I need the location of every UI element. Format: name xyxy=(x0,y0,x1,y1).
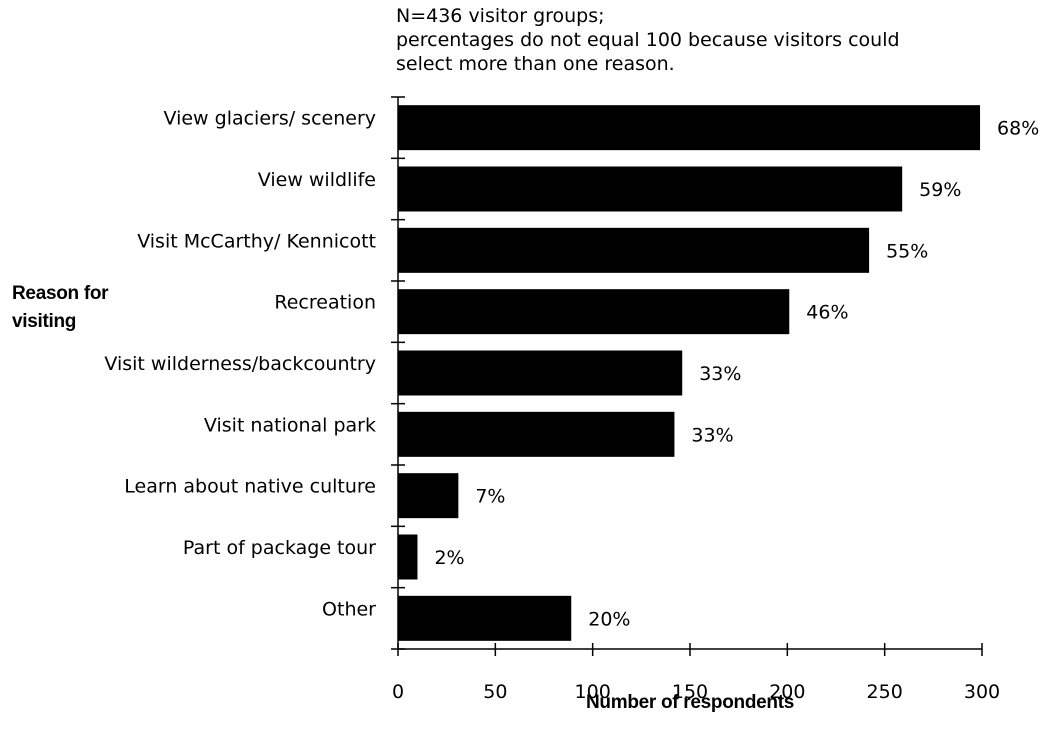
category-label: Learn about native culture xyxy=(124,476,376,498)
x-tick-label: 300 xyxy=(964,681,1000,703)
bar xyxy=(398,534,418,580)
bar xyxy=(398,227,870,273)
data-label: 68% xyxy=(997,118,1039,140)
x-tick-label: 250 xyxy=(867,681,903,703)
data-label: 46% xyxy=(806,302,848,324)
y-axis-title-line-2: visiting xyxy=(12,311,77,332)
bar xyxy=(398,473,459,519)
category-label: Other xyxy=(322,598,376,620)
data-label: 55% xyxy=(886,240,928,262)
data-label: 59% xyxy=(919,179,961,201)
category-label: Part of package tour xyxy=(183,537,376,559)
data-label: 33% xyxy=(691,424,733,446)
category-label: Visit national park xyxy=(204,414,376,436)
bar xyxy=(398,105,981,151)
data-label: 7% xyxy=(475,486,505,508)
data-label: 20% xyxy=(588,608,630,630)
y-axis-title-line-1: Reason for xyxy=(12,283,109,304)
category-label: View glaciers/ scenery xyxy=(164,108,377,130)
note-line-3: select more than one reason. xyxy=(396,53,675,75)
data-label: 33% xyxy=(699,363,741,385)
category-label: Recreation xyxy=(274,292,376,314)
bar xyxy=(398,350,683,396)
category-label: View wildlife xyxy=(258,169,376,191)
x-tick-label: 50 xyxy=(483,681,507,703)
category-label: Visit wilderness/backcountry xyxy=(104,353,376,375)
bar xyxy=(398,595,572,641)
x-tick-label: 200 xyxy=(769,681,805,703)
bar xyxy=(398,289,790,335)
category-label: Visit McCarthy/ Kennicott xyxy=(137,230,376,252)
y-axis-title: Reason for visiting xyxy=(12,280,109,336)
note-line-2: percentages do not equal 100 because vis… xyxy=(396,29,900,51)
bar xyxy=(398,166,903,212)
x-tick-label: 150 xyxy=(672,681,708,703)
x-tick-label: 0 xyxy=(392,681,404,703)
note-line-1: N=436 visitor groups; xyxy=(396,5,605,27)
x-tick-label: 100 xyxy=(575,681,611,703)
x-axis-title: Number of respondents xyxy=(586,692,794,713)
data-label: 2% xyxy=(434,547,464,569)
chart-note: N=436 visitor groups; percentages do not… xyxy=(396,4,900,76)
bar xyxy=(398,411,675,457)
